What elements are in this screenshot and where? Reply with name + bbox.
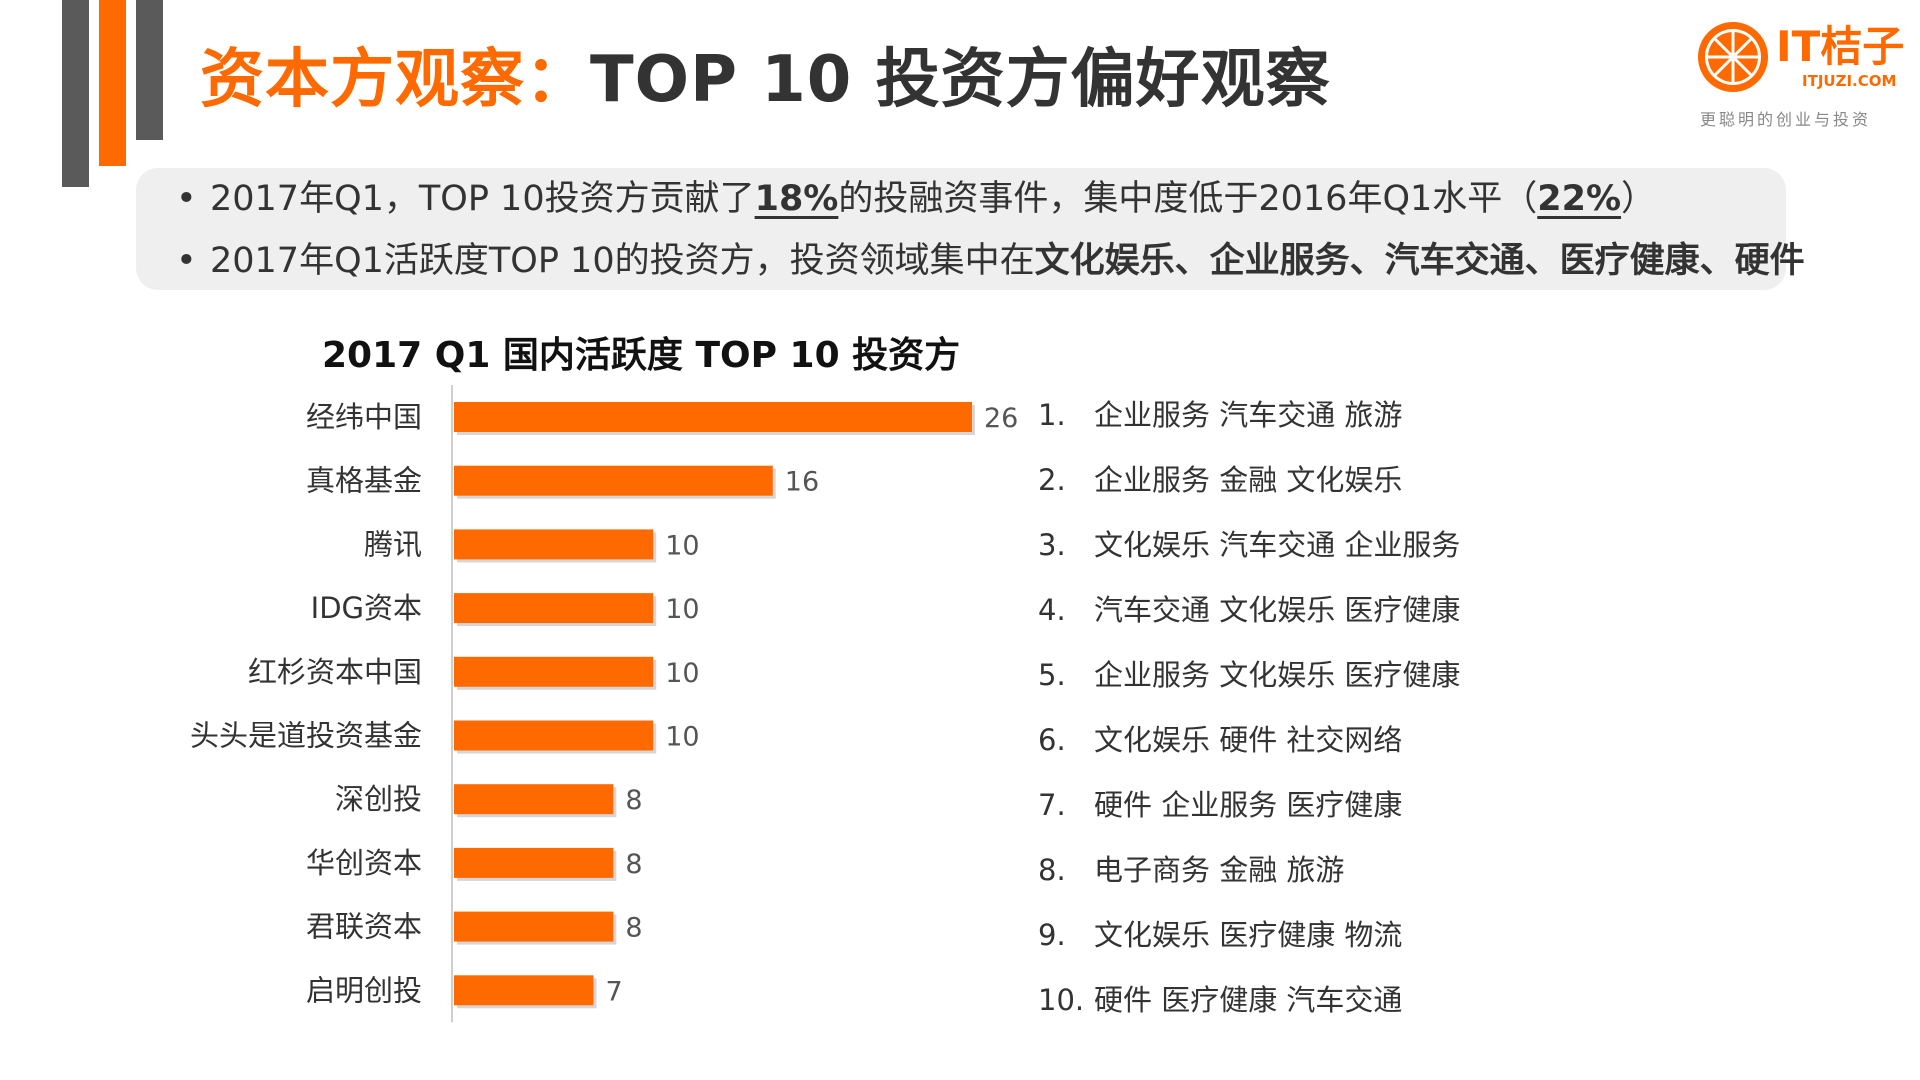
bar: [454, 911, 614, 942]
bar-category-label: 经纬中国: [306, 400, 422, 434]
bar-value-label: 7: [605, 976, 622, 1007]
bar: [454, 465, 773, 496]
sector-text: 企业服务 汽车交通 旅游: [1094, 398, 1403, 432]
sector-list-item: 9. 文化娱乐 医疗健康 物流: [1038, 912, 1402, 952]
page-title: 资本方观察：TOP 10 投资方偏好观察: [200, 40, 1331, 120]
bar-value-label: 10: [665, 530, 699, 561]
bar-category-label: 启明创投: [306, 973, 422, 1007]
bar-value-label: 8: [625, 785, 642, 816]
sector-rank: 6.: [1038, 723, 1066, 757]
orange-slice-icon: [1698, 22, 1768, 92]
bar: [454, 529, 654, 560]
sector-list-item: 2. 企业服务 金融 文化娱乐: [1038, 457, 1402, 497]
bullet-sectors: • 2017年Q1活跃度TOP 10的投资方，投资领域集中在文化娱乐、企业服务、汽…: [176, 239, 1805, 283]
sector-list-item: 8. 电子商务 金融 旅游: [1038, 847, 1344, 887]
sector-rank: 7.: [1038, 788, 1066, 822]
bar-value-label: 10: [665, 594, 699, 625]
sector-rank: 8.: [1038, 853, 1066, 887]
decor-stripe-orange: [99, 0, 126, 166]
sector-list-item: 3. 文化娱乐 汽车交通 企业服务: [1038, 522, 1460, 562]
sector-text: 汽车交通 文化娱乐 医疗健康: [1094, 593, 1461, 627]
bullet-dot: •: [176, 179, 197, 219]
sector-text: 企业服务 文化娱乐 医疗健康: [1094, 658, 1461, 692]
bar-value-label: 8: [625, 849, 642, 880]
logo-brand-text: IT桔子: [1776, 22, 1905, 71]
logo-tagline: 更聪明的创业与投资: [1700, 110, 1872, 129]
bullet-1-text-b: 的投融资事件，集中度低于2016年Q1水平（: [838, 179, 1538, 219]
bar-value-label: 26: [984, 403, 1018, 434]
sector-text: 文化娱乐 医疗健康 物流: [1094, 918, 1403, 952]
sector-list-item: 10. 硬件 医疗健康 汽车交通: [1038, 977, 1402, 1017]
bullet-1-highlight-18: 18%: [754, 179, 839, 219]
bar: [454, 402, 972, 432]
bullet-1-text-a: 2017年Q1，TOP 10投资方贡献了: [210, 179, 755, 219]
sector-list-item: 4. 汽车交通 文化娱乐 医疗健康: [1038, 587, 1460, 627]
bar: [454, 784, 614, 815]
bar-category-label: 真格基金: [306, 464, 422, 498]
sector-rank: 10.: [1038, 983, 1085, 1017]
bar-category-label: 君联资本: [306, 910, 422, 944]
itjuzi-logo: IT桔子 ITJUZI.COM 更聪明的创业与投资: [1696, 16, 1906, 129]
sector-list-item: 1. 企业服务 汽车交通 旅游: [1038, 392, 1402, 432]
sector-list-item: 7. 硬件 企业服务 医疗健康: [1038, 782, 1402, 822]
chart-title: 2017 Q1 国内活跃度 TOP 10 投资方: [322, 335, 961, 376]
page-title-main: TOP 10 投资方偏好观察: [590, 43, 1331, 117]
sector-rank: 1.: [1038, 398, 1066, 432]
bullet-2-text-a: 2017年Q1活跃度TOP 10的投资方，投资领域集中在: [210, 241, 1035, 281]
sector-text: 文化娱乐 汽车交通 企业服务: [1094, 528, 1461, 562]
bar: [454, 720, 654, 751]
sector-rank: 4.: [1038, 593, 1066, 627]
bullet-concentration: • 2017年Q1，TOP 10投资方贡献了18%的投融资事件，集中度低于2016…: [176, 177, 1656, 221]
sector-text: 硬件 医疗健康 汽车交通: [1094, 983, 1403, 1017]
sector-text: 硬件 企业服务 医疗健康: [1094, 788, 1403, 822]
bar-category-label: 腾讯: [364, 527, 422, 561]
bar: [454, 656, 654, 687]
sector-rank: 5.: [1038, 658, 1066, 692]
bar-value-label: 10: [665, 722, 699, 753]
summary-panel: • 2017年Q1，TOP 10投资方贡献了18%的投融资事件，集中度低于2016…: [136, 168, 1805, 290]
sector-rank: 2.: [1038, 463, 1066, 497]
sector-list-item: 6. 文化娱乐 硬件 社交网络: [1038, 717, 1402, 757]
bar-category-label: 深创投: [335, 782, 422, 816]
bullet-2-highlight-sectors: 文化娱乐、企业服务、汽车交通、医疗健康、硬件: [1034, 241, 1805, 281]
sector-text: 电子商务 金融 旅游: [1094, 853, 1345, 887]
sector-list-item: 5. 企业服务 文化娱乐 医疗健康: [1038, 652, 1460, 692]
decor-stripe-dark-right: [136, 0, 163, 140]
bar-category-label: 头头是道投资基金: [190, 719, 422, 753]
bar-value-label: 8: [625, 913, 642, 944]
page-title-accent: 资本方观察：: [200, 43, 590, 117]
bar-category-label: 华创资本: [306, 846, 422, 880]
sector-text: 文化娱乐 硬件 社交网络: [1094, 723, 1403, 757]
sector-text: 企业服务 金融 文化娱乐: [1094, 463, 1403, 497]
bar-category-label: 红杉资本中国: [248, 655, 422, 689]
bar-value-label: 10: [665, 658, 699, 689]
bar-category-label: IDG资本: [311, 591, 422, 625]
bar: [454, 975, 594, 1006]
bar: [454, 593, 654, 624]
decor-stripe-dark-left: [62, 0, 89, 187]
bullet-1-text-c: ）: [1621, 179, 1657, 219]
bullet-1-highlight-22: 22%: [1537, 179, 1622, 219]
bar: [454, 847, 614, 878]
bar-value-label: 16: [785, 467, 819, 498]
sector-rank: 9.: [1038, 918, 1066, 952]
sector-rank: 3.: [1038, 528, 1066, 562]
logo-domain-text: ITJUZI.COM: [1802, 72, 1897, 90]
bullet-dot: •: [176, 241, 197, 281]
